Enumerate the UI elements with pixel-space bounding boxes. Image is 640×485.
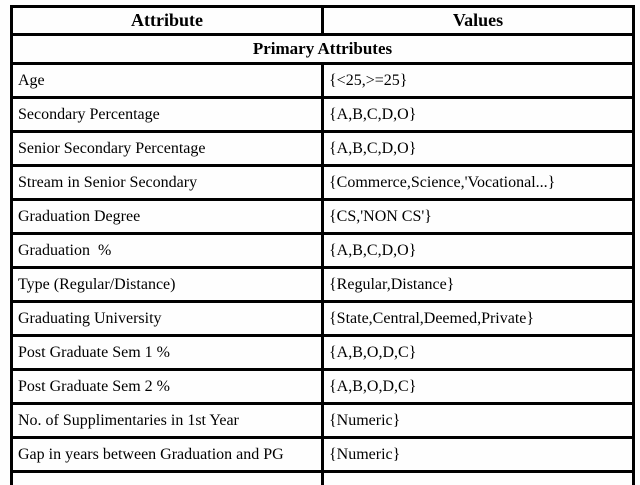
table-cell-values: {A,B,C,D,O} bbox=[321, 232, 635, 269]
attributes-table: Attribute Values Primary Attributes Age … bbox=[10, 5, 635, 485]
table-cell-attribute: Graduation % bbox=[10, 232, 324, 269]
table-cell-values: {Regular,Distance} bbox=[321, 266, 635, 303]
table-cell-values: {CS,'NON CS'} bbox=[321, 198, 635, 235]
table-cell-values: {Numeric} bbox=[321, 436, 635, 473]
table-row: Stream in Senior Secondary {Commerce,Sci… bbox=[10, 164, 635, 201]
table-cell-values bbox=[321, 470, 635, 485]
table-cell-attribute: No. of Supplimentaries in 1st Year bbox=[10, 402, 324, 439]
table-cell-attribute: Type (Regular/Distance) bbox=[10, 266, 324, 303]
table-cell-values: {A,B,C,D,O} bbox=[321, 130, 635, 167]
table-row: No. of Supplimentaries in 1st Year {Nume… bbox=[10, 402, 635, 439]
table-cell-attribute: Post Graduate Sem 1 % bbox=[10, 334, 324, 371]
section-header-primary-attributes: Primary Attributes bbox=[10, 33, 635, 65]
table-row: Gap in years between Graduation and PG {… bbox=[10, 436, 635, 473]
table-cell-values: {A,B,O,D,C} bbox=[321, 368, 635, 405]
table-cell-attribute: Senior Secondary Percentage bbox=[10, 130, 324, 167]
table-row: Graduation % {A,B,C,D,O} bbox=[10, 232, 635, 269]
table-cell-attribute: Graduation Degree bbox=[10, 198, 324, 235]
table-row: Age {<25,>=25} bbox=[10, 62, 635, 99]
table-cell-attribute bbox=[10, 470, 324, 485]
column-header-attribute: Attribute bbox=[10, 5, 324, 36]
table-header-row: Attribute Values bbox=[10, 5, 635, 36]
table-cell-values: {Commerce,Science,'Vocational...} bbox=[321, 164, 635, 201]
column-header-values: Values bbox=[321, 5, 635, 36]
table-cell-attribute: Age bbox=[10, 62, 324, 99]
table-cell-attribute: Secondary Percentage bbox=[10, 96, 324, 133]
table-cell-attribute: Post Graduate Sem 2 % bbox=[10, 368, 324, 405]
partial-clipped-row bbox=[10, 470, 635, 485]
table-cell-values: {A,B,C,D,O} bbox=[321, 96, 635, 133]
table-cell-attribute: Graduating University bbox=[10, 300, 324, 337]
table-cell-attribute: Gap in years between Graduation and PG bbox=[10, 436, 324, 473]
table-row: Type (Regular/Distance) {Regular,Distanc… bbox=[10, 266, 635, 303]
table-row: Post Graduate Sem 2 % {A,B,O,D,C} bbox=[10, 368, 635, 405]
table-cell-values: {Numeric} bbox=[321, 402, 635, 439]
table-row: Graduating University {State,Central,Dee… bbox=[10, 300, 635, 337]
table-cell-values: {<25,>=25} bbox=[321, 62, 635, 99]
table-cell-values: {A,B,O,D,C} bbox=[321, 334, 635, 371]
table-row: Secondary Percentage {A,B,C,D,O} bbox=[10, 96, 635, 133]
table-row: Post Graduate Sem 1 % {A,B,O,D,C} bbox=[10, 334, 635, 371]
table-cell-attribute: Stream in Senior Secondary bbox=[10, 164, 324, 201]
table-row: Graduation Degree {CS,'NON CS'} bbox=[10, 198, 635, 235]
table-row: Senior Secondary Percentage {A,B,C,D,O} bbox=[10, 130, 635, 167]
table-cell-values: {State,Central,Deemed,Private} bbox=[321, 300, 635, 337]
section-header-row: Primary Attributes bbox=[10, 33, 635, 65]
